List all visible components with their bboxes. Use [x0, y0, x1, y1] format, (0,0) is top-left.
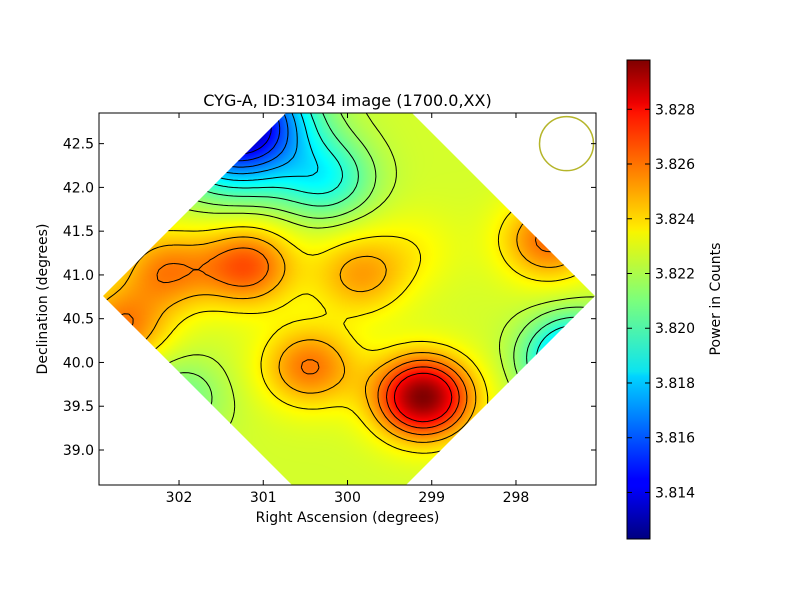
y-tick-label: 42.0 [63, 180, 94, 196]
colorbar-tick-label: 3.820 [655, 321, 695, 337]
y-tick-label: 40.0 [63, 355, 94, 371]
x-tick-label: 300 [334, 490, 361, 506]
beam-marker [538, 115, 595, 172]
x-tick-label: 299 [418, 490, 445, 506]
x-tick-label: 302 [166, 490, 193, 506]
x-axis-label: Right Ascension (degrees) [256, 510, 440, 526]
y-axis: 39.0 39.5 40.0 40.5 41.0 41.5 42.0 42.5 [63, 137, 596, 459]
colorbar-tick-label: 3.824 [655, 212, 695, 228]
y-tick-label: 39.0 [63, 443, 94, 459]
colorbar-label: Power in Counts [708, 243, 724, 356]
colorbar-tick-label: 3.818 [655, 376, 695, 392]
colorbar: 3.814 3.816 3.818 3.820 3.822 3.824 3.826 3.828… [626, 59, 724, 540]
colorbar-tick-label: 3.814 [655, 485, 695, 501]
colorbar-ticks: 3.814 3.816 3.818 3.820 3.822 3.824 3.826 3.828 [627, 102, 695, 501]
x-tick-label: 301 [250, 490, 277, 506]
heatmap-image [103, 113, 595, 485]
colorbar-tick-label: 3.828 [655, 102, 695, 118]
colorbar-tick-label: 3.816 [655, 431, 695, 447]
colorbar-tick-label: 3.826 [655, 157, 695, 173]
contour-line [386, 366, 460, 429]
y-tick-label: 41.5 [63, 224, 94, 240]
colorbar-tick-label: 3.822 [655, 266, 695, 282]
y-tick-label: 40.5 [63, 312, 94, 328]
y-tick-label: 42.5 [63, 137, 94, 153]
contour-line [393, 372, 453, 423]
x-axis: 302 301 300 299 298 [166, 113, 530, 506]
chart-title: CYG-A, ID:31034 image (1700.0,XX) [203, 91, 491, 110]
colorbar-gradient [626, 59, 651, 540]
y-tick-label: 41.0 [63, 268, 94, 284]
x-tick-label: 298 [503, 490, 530, 506]
y-axis-label: Declination (degrees) [35, 224, 51, 375]
y-tick-label: 39.5 [63, 399, 94, 415]
